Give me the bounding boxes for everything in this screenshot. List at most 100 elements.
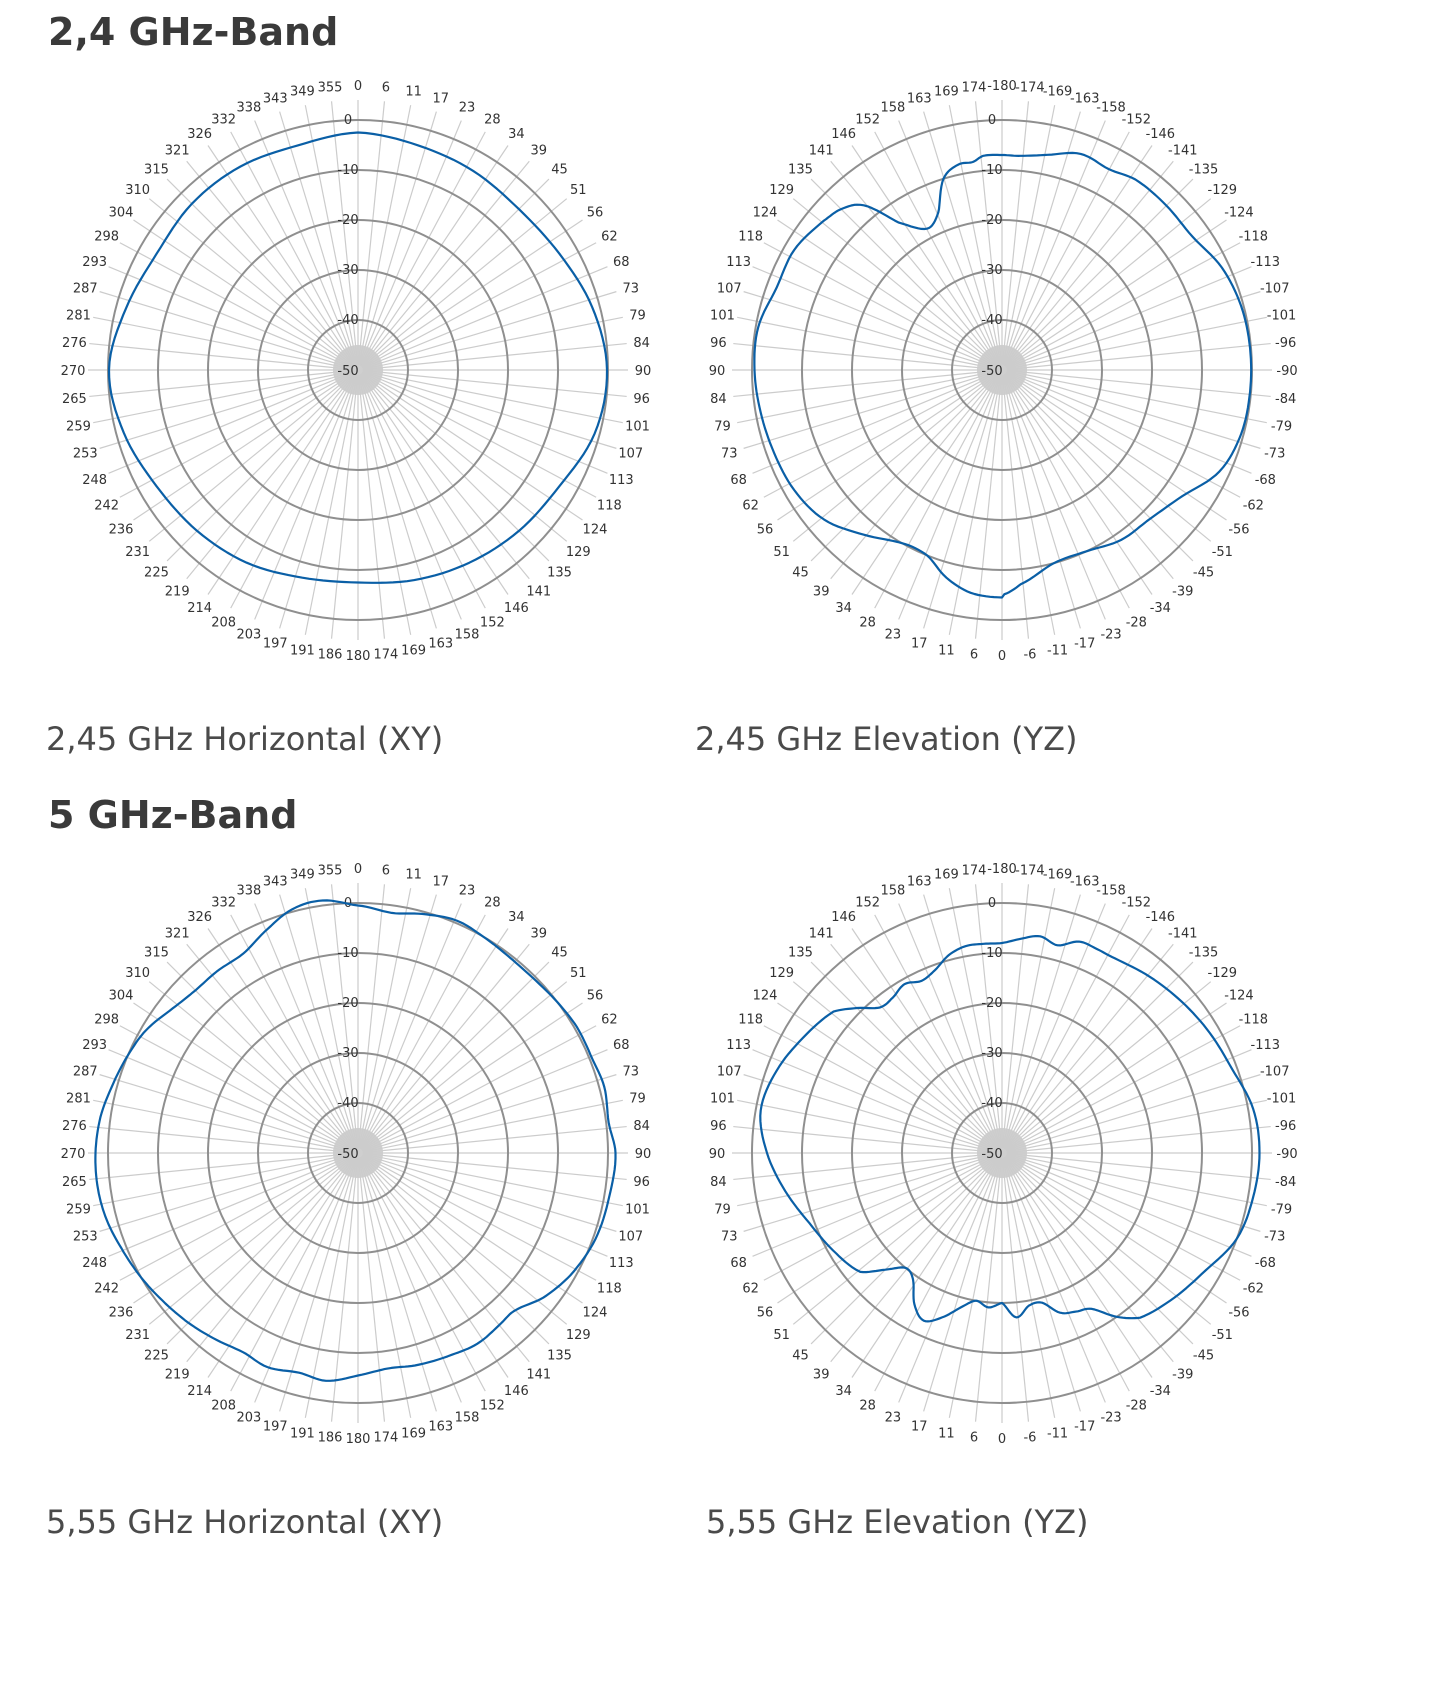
angle-label: -90 <box>1276 1147 1297 1162</box>
angle-label: 0 <box>354 79 362 94</box>
angle-label: 298 <box>94 1013 119 1028</box>
angle-label: 118 <box>738 1013 763 1028</box>
spoke-line <box>1006 316 1267 370</box>
ring-label: -40 <box>981 1096 1002 1111</box>
spoke-line <box>230 374 357 609</box>
ring-label: -10 <box>337 946 358 961</box>
spoke-line <box>93 370 354 424</box>
spoke-line <box>254 120 357 366</box>
angle-label: 203 <box>237 627 262 642</box>
angle-label: -84 <box>1275 392 1296 407</box>
angle-label: 6 <box>970 648 978 663</box>
spoke-line <box>851 928 1000 1150</box>
angle-label: 338 <box>237 101 262 116</box>
angle-label: -118 <box>1239 1013 1269 1028</box>
spoke-line <box>119 371 354 498</box>
spoke-line <box>362 242 597 369</box>
angle-label: 276 <box>62 1119 87 1134</box>
ring-label: -40 <box>981 313 1002 328</box>
spoke-line <box>362 1154 608 1257</box>
angle-label: 118 <box>738 230 763 245</box>
spoke-line <box>810 373 999 562</box>
angle-label: 107 <box>717 1064 742 1079</box>
spoke-line <box>108 1049 354 1152</box>
spoke-line <box>93 316 354 370</box>
spoke-line <box>777 1002 999 1151</box>
angle-label: 259 <box>66 1203 91 1218</box>
angle-label: 129 <box>566 545 591 560</box>
angle-label: -158 <box>1096 101 1126 116</box>
spoke-line <box>358 1157 412 1418</box>
angle-label: 355 <box>318 863 343 878</box>
angle-label: 73 <box>721 1230 738 1245</box>
angle-label: 84 <box>710 1175 727 1190</box>
spoke-line <box>362 1154 597 1281</box>
spoke-line <box>207 1156 356 1378</box>
spoke-line <box>358 374 412 635</box>
spoke-line <box>777 1155 999 1304</box>
angle-label: 90 <box>709 1147 726 1162</box>
angle-label: -174 <box>1015 863 1045 878</box>
spoke-line <box>1003 903 1106 1149</box>
angle-label: 23 <box>459 884 476 899</box>
ring-circle <box>751 902 1253 1404</box>
ring-label: -50 <box>337 364 358 379</box>
angle-label: 56 <box>757 522 774 537</box>
spoke-line <box>1003 1157 1106 1403</box>
angle-label: 332 <box>211 113 236 128</box>
spoke-line <box>108 266 354 369</box>
ring-label: -20 <box>337 996 358 1011</box>
spoke-line <box>358 888 412 1149</box>
spoke-line <box>763 1025 998 1152</box>
angle-label: -34 <box>1150 601 1171 616</box>
angle-label: 225 <box>144 566 169 581</box>
angle-label: 129 <box>769 966 794 981</box>
angle-label: 270 <box>61 1147 86 1162</box>
angle-label: 169 <box>401 644 426 659</box>
angle-label: 124 <box>583 1305 608 1320</box>
angle-label: 90 <box>635 1147 652 1162</box>
angle-label: 68 <box>730 1256 747 1271</box>
spoke-line <box>1005 219 1227 368</box>
spoke-line <box>810 178 999 367</box>
angle-label: 214 <box>187 601 212 616</box>
angle-label: -101 <box>1267 1091 1297 1106</box>
angle-label: 343 <box>263 874 288 889</box>
angle-label: 17 <box>911 637 928 652</box>
angle-label: 310 <box>125 183 150 198</box>
angle-label: 124 <box>753 206 778 221</box>
angle-label: 79 <box>629 1091 646 1106</box>
angle-label: 129 <box>769 183 794 198</box>
angle-label: -39 <box>1172 1367 1193 1382</box>
spoke-line <box>898 120 1001 366</box>
ring-label: -40 <box>337 313 358 328</box>
spoke-line <box>361 961 550 1150</box>
spoke-line <box>1002 1157 1056 1418</box>
spoke-line <box>362 1099 623 1153</box>
angle-label: 146 <box>831 910 856 925</box>
spoke-line <box>362 370 623 424</box>
spoke-line <box>359 374 486 609</box>
angle-label: 28 <box>484 896 501 911</box>
gain-trace <box>94 899 617 1382</box>
angle-label: 124 <box>753 989 778 1004</box>
angle-label: -6 <box>1023 1431 1036 1446</box>
angle-label: 219 <box>165 584 190 599</box>
ring-label: -30 <box>981 263 1002 278</box>
angle-label: 248 <box>82 1256 107 1271</box>
angle-label: -62 <box>1243 498 1264 513</box>
spoke-line <box>948 374 1002 635</box>
angle-label: 90 <box>635 364 652 379</box>
angle-label: 11 <box>938 1427 955 1442</box>
angle-label: -135 <box>1189 162 1219 177</box>
spoke-line <box>777 372 999 521</box>
spoke-line <box>304 374 358 635</box>
angle-label: -17 <box>1074 1420 1095 1435</box>
angle-label: -45 <box>1193 566 1214 581</box>
angle-label: -62 <box>1243 1281 1264 1296</box>
angle-label: 174 <box>374 1431 399 1446</box>
angle-label: 180 <box>346 1432 371 1447</box>
spoke-line <box>119 242 354 369</box>
ring-label: -10 <box>337 163 358 178</box>
angle-label: 6 <box>970 1431 978 1446</box>
